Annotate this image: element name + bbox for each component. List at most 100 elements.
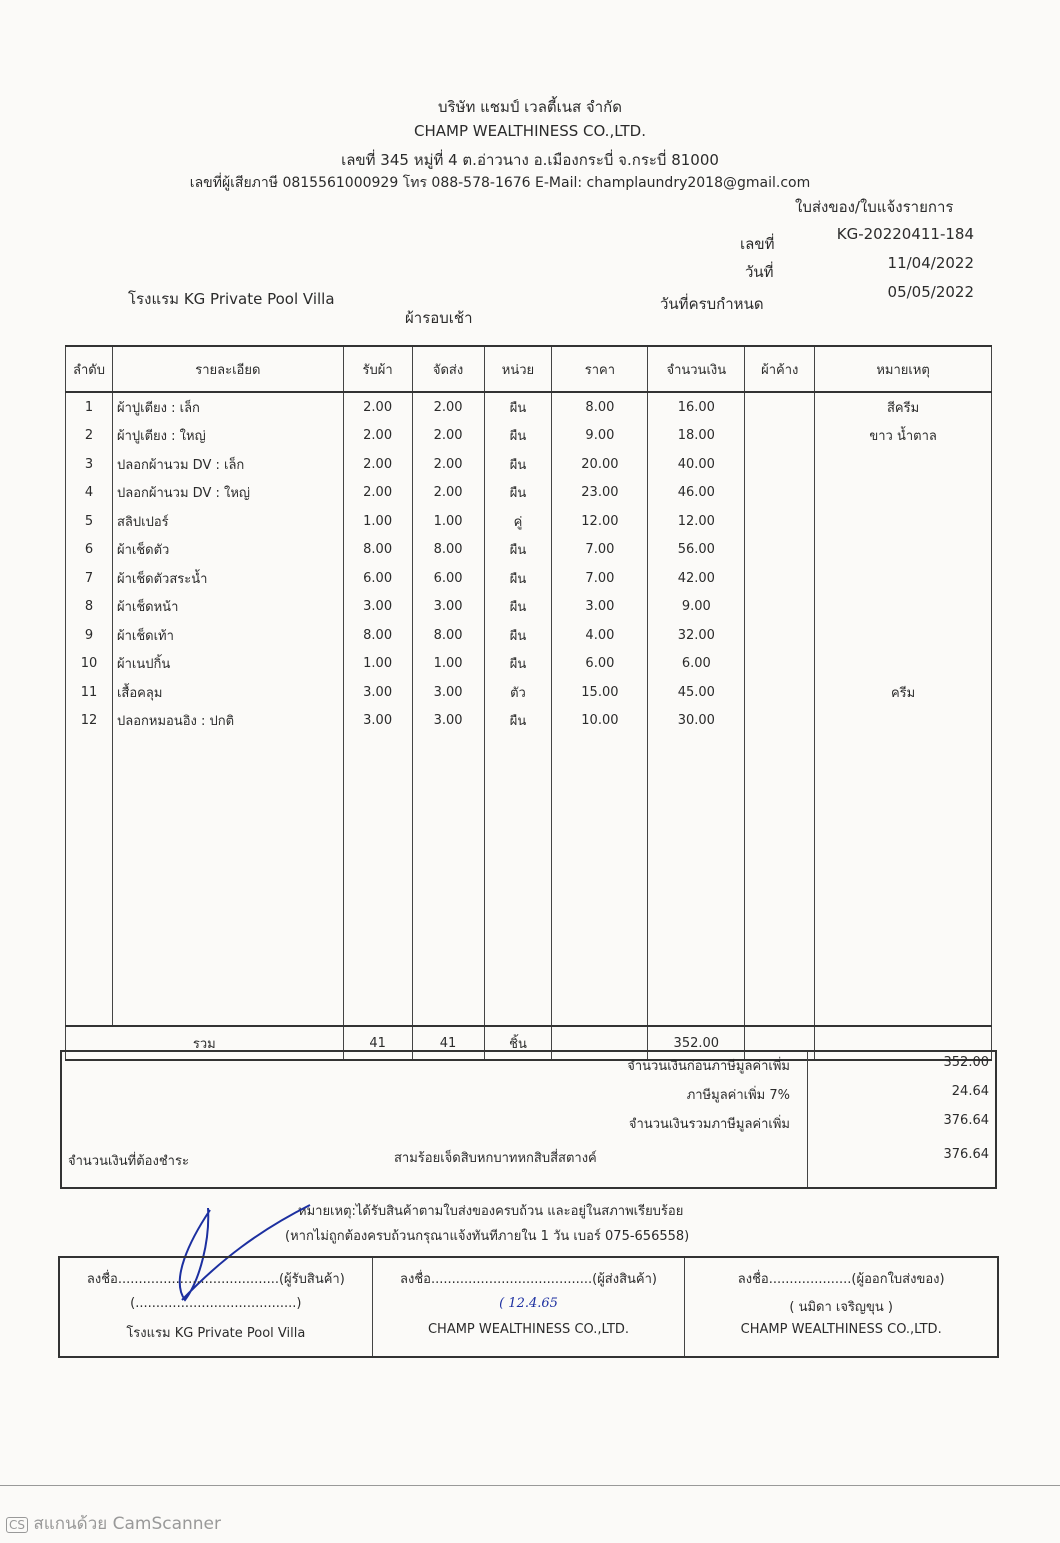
- cell-unit: ผืน: [483, 478, 553, 507]
- cell-recv: 6.00: [342, 564, 413, 593]
- cell-note: [814, 450, 992, 479]
- signer-org: CHAMP WEALTHINESS CO.,LTD.: [740, 1322, 942, 1337]
- cell-desc: ผ้าเช็ดเท้า: [111, 621, 344, 650]
- cell-price: 10.00: [551, 706, 649, 735]
- cell-unit: ผืน: [483, 535, 553, 564]
- cell-pending: [744, 621, 816, 650]
- cell-amount: 45.00: [647, 678, 746, 707]
- cell-pending: [744, 421, 816, 450]
- cell-price: 7.00: [551, 564, 649, 593]
- cell-desc: ผ้าเช็ดหน้า: [111, 592, 344, 621]
- cell-unit: ผืน: [483, 564, 553, 593]
- cell-desc: ปลอกผ้านวม DV : ใหญ่: [111, 478, 344, 507]
- cell-sent: 2.00: [411, 392, 485, 422]
- cell-no: 5: [65, 507, 113, 536]
- cell-pending: [744, 706, 816, 735]
- column-header: จำนวนเงิน: [647, 345, 746, 393]
- doc-due-label: วันที่ครบกำหนด: [660, 295, 764, 313]
- grand-total-label: จำนวนเงินรวมภาษีมูลค่าเพิ่ม: [628, 1117, 790, 1132]
- table-row: 1 ผ้าปูเตียง : เล็ก 2.00 2.00 ผืน 8.00 16.00 สี…: [65, 392, 992, 422]
- cell-desc: ปลอกหมอนอิง : ปกติ: [111, 706, 344, 735]
- cell-amount: 16.00: [647, 392, 746, 422]
- cell-sent: 3.00: [411, 678, 485, 707]
- cell-unit: ผืน: [483, 592, 553, 621]
- cell-recv: 2.00: [342, 450, 413, 479]
- cell-note: [814, 507, 992, 536]
- company-name-th: บริษัท แชมป์ เวลตี้เนส จำกัด: [438, 98, 622, 116]
- cell-note: ครีม: [814, 678, 992, 707]
- cell-sent: 3.00: [411, 706, 485, 735]
- cell-amount: 46.00: [647, 478, 746, 507]
- signature-line: ลงชื่อ..................................…: [400, 1272, 657, 1287]
- signature-box: ลงชื่อ..................................…: [60, 1258, 373, 1356]
- vat-label: ภาษีมูลค่าเพิ่ม 7%: [686, 1088, 790, 1103]
- cell-desc: ผ้าเนปกิ้น: [111, 649, 344, 678]
- cell-no: 4: [65, 478, 113, 507]
- column-header: ราคา: [551, 345, 649, 393]
- column-header: รายละเอียด: [111, 345, 344, 393]
- cell-recv: 1.00: [342, 507, 413, 536]
- cell-note: [814, 535, 992, 564]
- cell-sent: 2.00: [411, 478, 485, 507]
- cell-amount: 18.00: [647, 421, 746, 450]
- subtotal-label: จำนวนเงินก่อนภาษีมูลค่าเพิ่ม: [627, 1059, 790, 1074]
- signer-name: ( 12.4.65: [499, 1296, 558, 1311]
- cell-desc: สลิปเปอร์: [111, 507, 344, 536]
- doc-due: 05/05/2022: [887, 283, 974, 301]
- cell-pending: [744, 478, 816, 507]
- cell-note: สีครีม: [814, 392, 992, 422]
- doc-title: ใบส่งของ/ใบแจ้งรายการ: [795, 198, 954, 216]
- amount-due-value: 376.64: [943, 1147, 990, 1162]
- signature-line: ลงชื่อ....................(ผู้ออกใบส่งขอ…: [737, 1272, 945, 1287]
- signature-line: ลงชื่อ..................................…: [86, 1272, 345, 1287]
- cell-amount: 42.00: [647, 564, 746, 593]
- cell-pending: [744, 392, 816, 422]
- cell-note: [814, 649, 992, 678]
- cell-recv: 3.00: [342, 592, 413, 621]
- company-name-en: CHAMP WEALTHINESS CO.,LTD.: [414, 122, 646, 140]
- cell-no: 3: [65, 450, 113, 479]
- total-unit: ชิ้น: [483, 1025, 553, 1061]
- total-row: รวม 41 41 ชิ้น 352.00: [65, 1025, 992, 1061]
- cell-desc: ผ้าปูเตียง : เล็ก: [111, 392, 344, 422]
- cell-amount: 6.00: [647, 649, 746, 678]
- cell-unit: ผืน: [483, 621, 553, 650]
- customer-name: โรงแรม KG Private Pool Villa: [128, 290, 335, 308]
- grand-total-value: 376.64: [943, 1113, 990, 1128]
- note-line-2: (หากไม่ถูกต้องครบถ้วนกรุณาแจ้งทันทีภายใน…: [285, 1229, 690, 1244]
- cell-pending: [744, 450, 816, 479]
- note-line-1: หมายเหตุ:ได้รับสินค้าตามใบส่งของครบถ้วน …: [298, 1204, 684, 1219]
- table-row: 5 สลิปเปอร์ 1.00 1.00 คู่ 12.00 12.00: [65, 507, 992, 536]
- doc-no-label: เลขที่: [740, 235, 775, 253]
- cell-no: 9: [65, 621, 113, 650]
- cell-unit: ผืน: [483, 450, 553, 479]
- signer-org: CHAMP WEALTHINESS CO.,LTD.: [427, 1322, 630, 1337]
- items-table: ลำดับ รายละเอียด รับผ้า จัดส่ง หน่วย ราคา จำนว…: [65, 345, 992, 1061]
- column-header: ลำดับ: [65, 345, 113, 393]
- cell-no: 8: [65, 592, 113, 621]
- cell-price: 3.00: [551, 592, 649, 621]
- cell-no: 1: [65, 392, 113, 422]
- table-row: 2 ผ้าปูเตียง : ใหญ่ 2.00 2.00 ผืน 9.00 18.00 ขา…: [65, 421, 992, 450]
- camscanner-watermark: CS สแกนด้วย CamScanner: [6, 1510, 221, 1537]
- table-row: 3 ปลอกผ้านวม DV : เล็ก 2.00 2.00 ผืน 20.00 40.…: [65, 450, 992, 479]
- table-row: 11 เสื้อคลุม 3.00 3.00 ตัว 15.00 45.00 ครีม: [65, 678, 992, 707]
- cell-recv: 2.00: [342, 478, 413, 507]
- cell-price: 8.00: [551, 392, 649, 422]
- cell-price: 7.00: [551, 535, 649, 564]
- column-header: หมายเหตุ: [814, 345, 992, 393]
- column-header: หน่วย: [483, 345, 553, 393]
- cell-amount: 30.00: [647, 706, 746, 735]
- cell-amount: 9.00: [647, 592, 746, 621]
- cell-no: 6: [65, 535, 113, 564]
- cell-no: 12: [65, 706, 113, 735]
- cell-sent: 2.00: [411, 450, 485, 479]
- cell-note: ขาว น้ำตาล: [814, 421, 992, 450]
- cell-desc: ผ้าปูเตียง : ใหญ่: [111, 421, 344, 450]
- signature-section: ลงชื่อ..................................…: [58, 1256, 999, 1358]
- cell-pending: [744, 535, 816, 564]
- summary-box: จำนวนเงินก่อนภาษีมูลค่าเพิ่ม 352.00 ภาษี…: [60, 1050, 997, 1189]
- cell-recv: 3.00: [342, 706, 413, 735]
- cell-amount: 12.00: [647, 507, 746, 536]
